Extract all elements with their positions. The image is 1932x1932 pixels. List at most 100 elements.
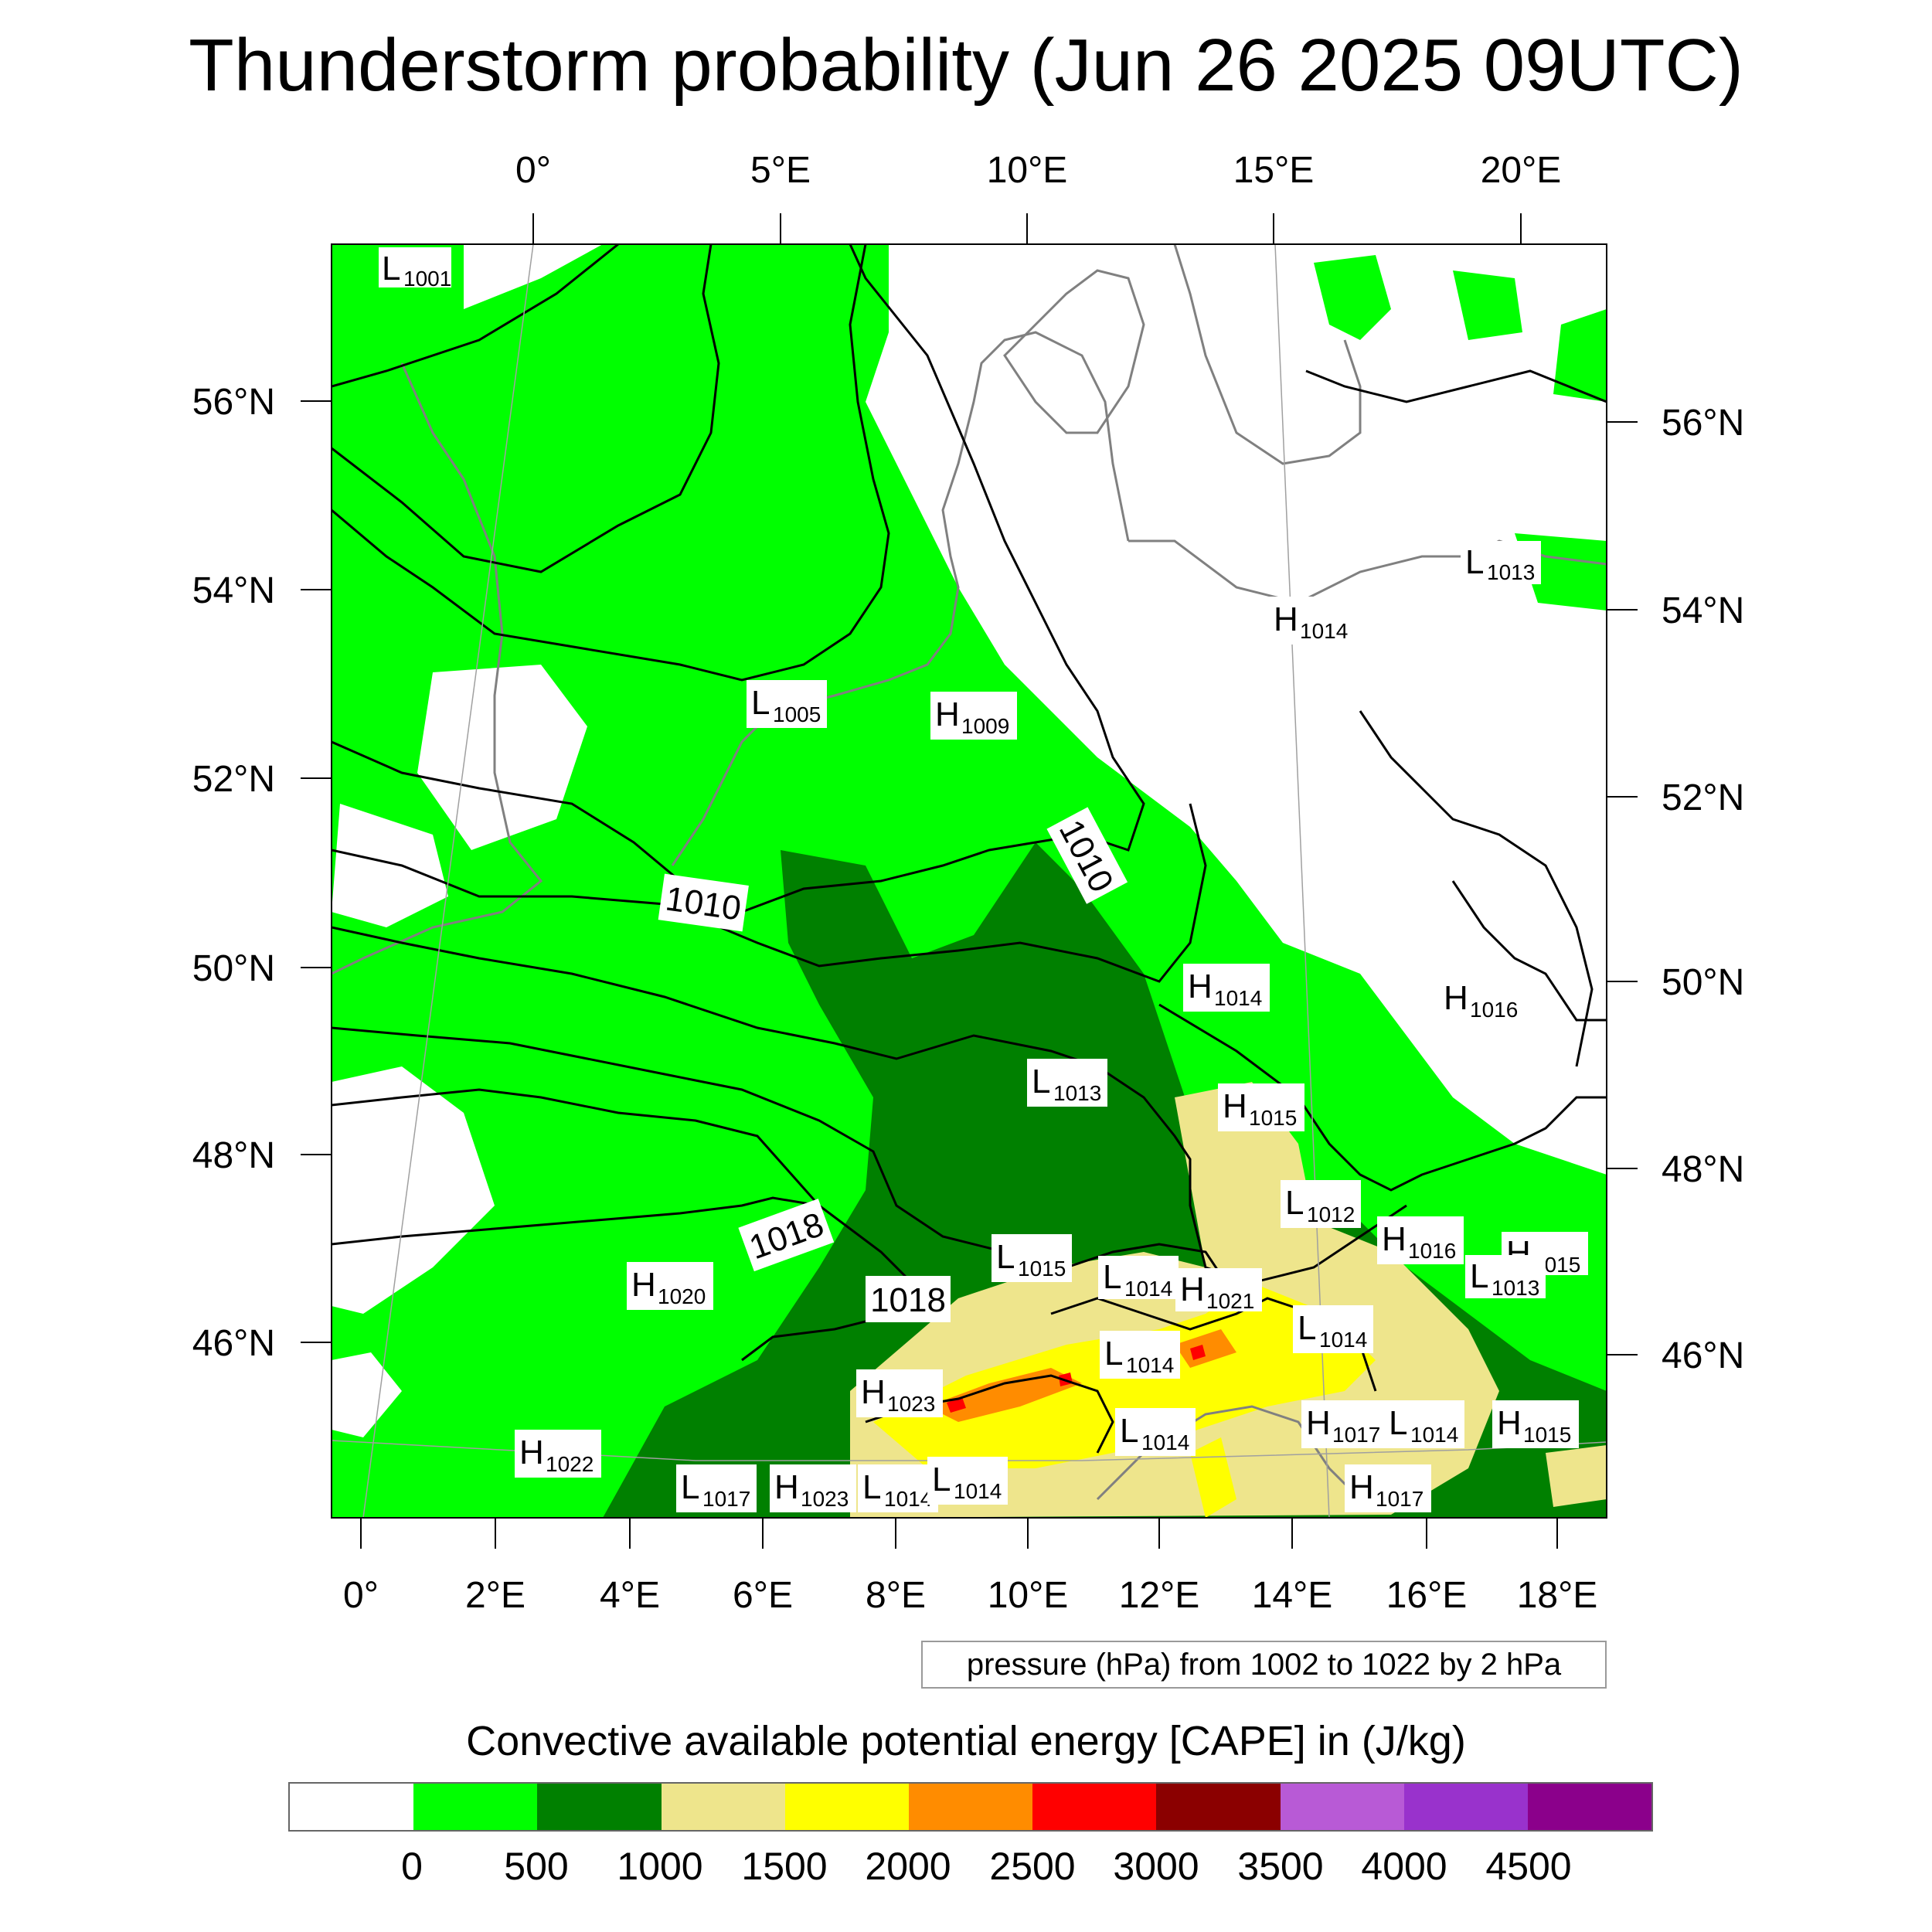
- center-value: 1023: [887, 1392, 935, 1416]
- isobar-line: [1451, 880, 1607, 1022]
- center-letter: H: [1188, 968, 1213, 1005]
- pressure-center-label: H 1017: [1301, 1400, 1388, 1448]
- bottom-lon-label: 8°E: [866, 1575, 926, 1616]
- center-value: 1021: [1206, 1289, 1254, 1313]
- pressure-center-label: H 1014: [1183, 964, 1270, 1012]
- colorbar-swatch: [784, 1784, 909, 1830]
- center-value: 1013: [1053, 1081, 1101, 1105]
- bottom-lon-labels: 0° 2°E 4°E 6°E 8°E 10°E 12°E 14°E 16°E 1…: [343, 1575, 1597, 1616]
- colorbar-label: 500: [504, 1845, 569, 1888]
- pressure-center-label: L 1015: [992, 1234, 1072, 1282]
- center-label-box: [858, 1464, 938, 1512]
- colorbar-label: 3000: [1113, 1845, 1199, 1888]
- isobar-line: [332, 1088, 913, 1362]
- pressure-center-label: H 1016: [1377, 1216, 1464, 1264]
- center-label-box: [379, 247, 451, 287]
- left-lat-label: 52°N: [192, 759, 275, 800]
- center-value: 1015: [1018, 1257, 1066, 1281]
- center-letter: H: [774, 1468, 799, 1506]
- pressure-center-label: L 1013: [1027, 1059, 1107, 1107]
- pressure-center-label: L 1014: [858, 1464, 938, 1512]
- center-value: 1013: [1487, 560, 1535, 584]
- bottom-lon-label: 16°E: [1386, 1575, 1468, 1616]
- center-letter: H: [861, 1373, 886, 1411]
- pressure-center-label: H 1015: [1218, 1083, 1304, 1131]
- coastline-britain: [332, 362, 543, 975]
- center-value: 1016: [1408, 1239, 1456, 1263]
- center-value: 1014: [884, 1487, 932, 1511]
- pressure-center-label: L 1014: [1384, 1400, 1464, 1448]
- colorbar-swatch: [290, 1784, 414, 1830]
- bottom-lon-label: 14°E: [1252, 1575, 1333, 1616]
- bottom-lon-label: 6°E: [733, 1575, 793, 1616]
- center-letter: L: [932, 1461, 951, 1498]
- center-value: 1020: [658, 1284, 706, 1308]
- cape-1000-1500-band: [1546, 1445, 1607, 1507]
- left-lat-labels: 56°N 54°N 52°N 50°N 48°N 46°N: [192, 382, 275, 1364]
- pressure-center-label: L 1014: [1098, 1256, 1179, 1301]
- colorbar-swatch: [1403, 1784, 1528, 1830]
- center-letter: H: [1349, 1468, 1374, 1506]
- center-label-box: [627, 1262, 713, 1310]
- center-label-box: [927, 1457, 1008, 1505]
- center-label-box: [1175, 1268, 1262, 1311]
- center-value: 1013: [1492, 1276, 1539, 1300]
- colorbar-label: 4500: [1485, 1845, 1572, 1888]
- center-value: 1017: [1332, 1423, 1380, 1447]
- center-letter: H: [631, 1266, 656, 1304]
- left-lat-label: 56°N: [192, 382, 275, 423]
- center-letter: H: [1382, 1220, 1406, 1258]
- center-letter: H: [1306, 1404, 1331, 1442]
- pressure-center-label: L 1012: [1281, 1180, 1361, 1228]
- center-letter: L: [1389, 1404, 1407, 1442]
- center-label-box: [1461, 541, 1541, 584]
- isobar-value-label: 1010: [1046, 807, 1128, 904]
- pressure-center-label: L 1014: [1100, 1331, 1180, 1379]
- pressure-center-label: L 1001: [379, 247, 451, 291]
- top-lon-label: 5°E: [750, 150, 811, 191]
- isobar-label-box: [1046, 807, 1128, 904]
- colorbar-swatch: [908, 1784, 1033, 1830]
- cape-field: [332, 244, 1607, 1518]
- center-letter: L: [1103, 1258, 1121, 1296]
- center-value: 1012: [1307, 1202, 1355, 1226]
- bottom-lon-label: 18°E: [1517, 1575, 1598, 1616]
- top-lon-labels: 0° 5°E 10°E 15°E 20°E: [515, 150, 1561, 191]
- cape-2000-2500-region: [927, 1329, 1236, 1422]
- center-letter: H: [1444, 979, 1468, 1017]
- colorbar-swatch: [1280, 1784, 1404, 1830]
- center-letter: L: [1465, 543, 1484, 581]
- left-lat-label: 46°N: [192, 1323, 275, 1364]
- bottom-lon-label: 0°: [343, 1575, 379, 1616]
- cape-0-500-northeast: [1314, 255, 1607, 611]
- right-lat-labels: 56°N 54°N 52°N 50°N 48°N 46°N: [1662, 403, 1744, 1376]
- pressure-center-label: H 1021: [1175, 1268, 1262, 1313]
- center-label-box: [747, 680, 827, 728]
- center-label-box: [1492, 1400, 1579, 1448]
- cape-zero-gap-3: [332, 1066, 495, 1314]
- isobar-line: [1359, 710, 1594, 1067]
- pressure-center-label: L 1005: [747, 680, 827, 728]
- map-title: Thunderstorm probability (Jun 26 2025 09…: [189, 24, 1743, 107]
- center-value: 1014: [1214, 986, 1262, 1010]
- bottom-lon-label: 12°E: [1119, 1575, 1200, 1616]
- center-letter: H: [1180, 1270, 1205, 1308]
- center-label-box: [992, 1234, 1072, 1282]
- cape-0-500-west-blobs: [332, 371, 495, 788]
- center-value: 1014: [1300, 619, 1348, 643]
- top-lon-label: 0°: [515, 150, 551, 191]
- center-letter: L: [1470, 1257, 1488, 1295]
- center-label-box: [1269, 597, 1355, 645]
- center-label-box: [856, 1369, 943, 1417]
- colorbar-label: 2000: [865, 1845, 951, 1888]
- left-lat-label: 48°N: [192, 1135, 275, 1176]
- isobar-label-box: [866, 1276, 951, 1322]
- pressure-center-label: H 1023: [770, 1464, 856, 1512]
- pressure-center-label: L 1014: [927, 1457, 1008, 1505]
- center-letter: L: [996, 1238, 1015, 1276]
- top-lon-label: 10°E: [987, 150, 1068, 191]
- colorbar-swatch: [1032, 1784, 1157, 1830]
- cape-zero-gap-4: [332, 1352, 402, 1437]
- center-value: 1014: [1410, 1423, 1458, 1447]
- pressure-centers: L 1001 L 1005 H 1009 L 1013 H 1014 H 1014 H 101…: [379, 247, 1588, 1512]
